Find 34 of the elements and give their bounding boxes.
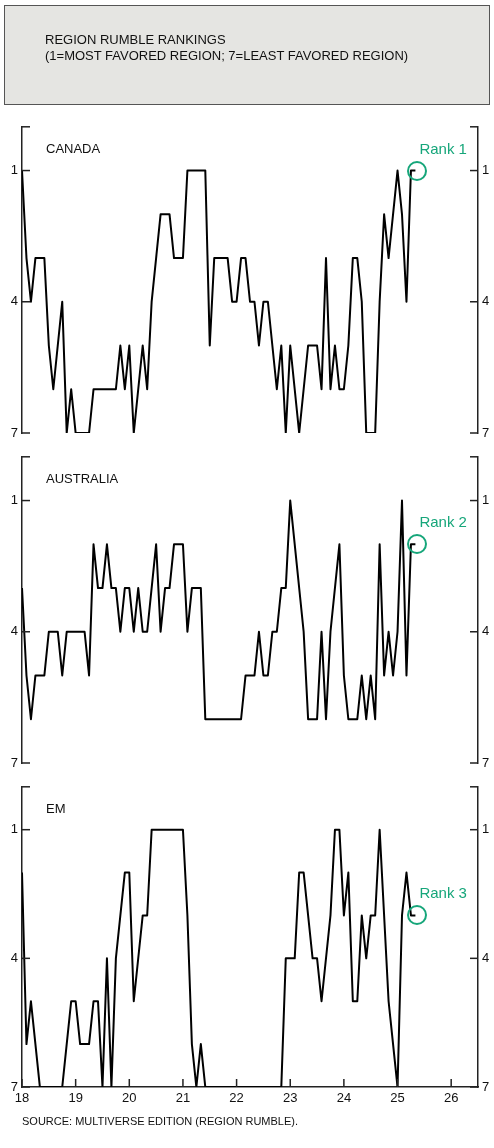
annotation: Rank 2 bbox=[419, 513, 467, 531]
y2-tick-label: 4 bbox=[482, 623, 490, 639]
x-tick-label: 19 bbox=[68, 1090, 83, 1106]
y-tick-label: 1 bbox=[10, 821, 18, 837]
y2-tick-label: 7 bbox=[482, 1078, 490, 1094]
chart-title: REGION RUMBLE RANKINGS bbox=[45, 32, 227, 48]
y-tick-label: 4 bbox=[10, 949, 18, 965]
y2-tick-label: 1 bbox=[482, 162, 490, 178]
chart-subtitle: (1=MOST FAVORED REGION; 7=LEAST FAVORED REGION) bbox=[45, 48, 410, 64]
y2-tick-label: 1 bbox=[482, 492, 490, 508]
y-tick-label: 7 bbox=[10, 424, 18, 440]
source-note: SOURCE: MULTIVERSE EDITION (REGION RUMBLE). bbox=[21, 1114, 300, 1127]
y2-tick-label: 4 bbox=[482, 293, 490, 309]
y-tick-label: 1 bbox=[10, 492, 18, 508]
y-tick-label: 7 bbox=[10, 754, 18, 770]
y2-tick-label: 4 bbox=[482, 949, 490, 965]
y-tick-label: 4 bbox=[10, 293, 18, 309]
x-tick-label: 25 bbox=[390, 1090, 405, 1106]
x-tick-label: 26 bbox=[443, 1090, 459, 1106]
annotation: Rank 3 bbox=[419, 884, 467, 902]
y2-tick-label: 7 bbox=[482, 754, 490, 770]
text: AUSTRALIA bbox=[46, 470, 119, 486]
y-tick-label: 4 bbox=[10, 623, 18, 639]
annotation: Rank 1 bbox=[419, 139, 467, 157]
x-tick-label: 21 bbox=[175, 1090, 191, 1106]
y-tick-label: 1 bbox=[10, 162, 18, 178]
text: EM bbox=[46, 800, 66, 816]
y2-tick-label: 7 bbox=[482, 424, 490, 440]
text: CANADA bbox=[46, 140, 101, 156]
x-tick-label: 20 bbox=[122, 1090, 137, 1106]
x-tick-label: 24 bbox=[336, 1090, 352, 1106]
y2-tick-label: 1 bbox=[482, 821, 490, 837]
x-tick-label: 22 bbox=[229, 1090, 244, 1106]
x-tick-label: 23 bbox=[283, 1090, 298, 1106]
